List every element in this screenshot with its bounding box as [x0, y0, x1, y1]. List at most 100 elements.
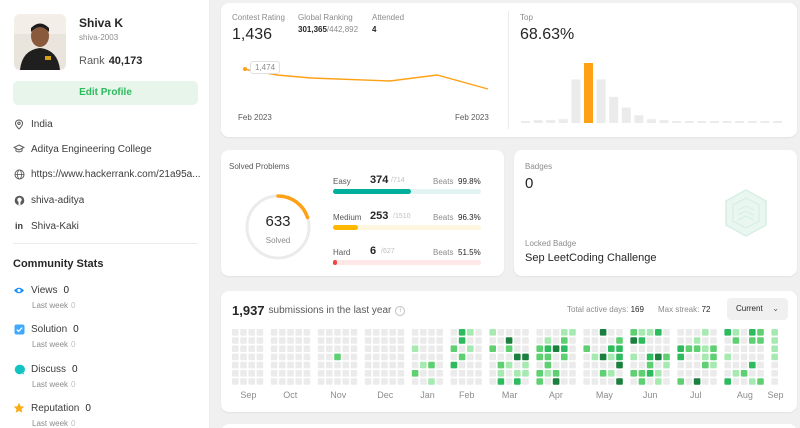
calendar-day	[279, 353, 286, 361]
info-icon[interactable]: i	[395, 305, 406, 316]
calendar-day	[342, 345, 349, 352]
calendar-day	[350, 345, 358, 352]
rating-histogram[interactable]	[521, 53, 787, 125]
calendar-day	[389, 329, 396, 336]
calendar-day	[514, 337, 521, 344]
info-website[interactable]: https://www.hackerrank.com/21a95a...	[13, 167, 203, 181]
avatar[interactable]	[14, 14, 66, 70]
stat-discuss-sub-label: Last week	[32, 380, 69, 389]
profile-name: Shiva K	[79, 16, 124, 30]
calendar-day	[279, 337, 286, 344]
calendar-day	[279, 361, 286, 369]
edit-profile-button[interactable]: Edit Profile	[13, 81, 198, 105]
calendar-day	[638, 353, 646, 361]
calendar-day	[757, 345, 764, 352]
calendar-day	[334, 345, 341, 352]
locked-badge-icon[interactable]	[722, 188, 770, 238]
calendar-day	[536, 353, 543, 361]
calendar-day	[630, 345, 637, 352]
calendar-day	[599, 361, 607, 369]
calendar-day	[663, 329, 670, 336]
calendar-day	[420, 329, 427, 336]
calendar-day	[350, 329, 358, 336]
calendar-day	[591, 345, 599, 352]
calendar-day	[702, 353, 709, 361]
solved-ring[interactable]	[243, 192, 313, 262]
calendar-day	[710, 370, 717, 377]
calendar-day	[256, 378, 264, 385]
calendar-day	[724, 329, 731, 336]
year-select[interactable]: Current ⌄	[727, 298, 788, 320]
calendar-day	[646, 370, 654, 377]
calendar-day	[757, 378, 764, 385]
calendar-day	[489, 345, 496, 352]
calendar-day	[475, 353, 482, 361]
calendar-day	[364, 378, 372, 385]
calendar-day	[591, 378, 599, 385]
calendar-day	[522, 370, 529, 377]
calendar-day	[677, 361, 684, 369]
calendar-day	[544, 345, 552, 352]
calendar-day	[702, 337, 709, 344]
calendar-day	[489, 370, 496, 377]
calendar-day	[364, 329, 372, 336]
info-github[interactable]: shiva-aditya	[13, 193, 203, 207]
active-days-label: Total active days:	[567, 305, 629, 314]
calendar-day	[608, 329, 615, 336]
calendar-day	[256, 329, 264, 336]
calendar-day	[232, 361, 239, 369]
calendar-day	[552, 329, 560, 336]
rating-line-chart[interactable]	[221, 3, 508, 113]
calendar-day	[287, 345, 294, 352]
calendar-day	[591, 370, 599, 377]
calendar-day	[450, 329, 458, 336]
stat-reputation-sub-value: 0	[71, 419, 76, 428]
calendar-day	[232, 345, 239, 352]
calendar-day	[732, 361, 740, 369]
calendar-day	[740, 378, 748, 385]
hard-progress-fill	[333, 260, 338, 265]
calendar-day	[569, 345, 576, 352]
calendar-day	[522, 329, 529, 336]
calendar-day	[522, 345, 529, 352]
calendar-day	[749, 361, 756, 369]
calendar-day	[450, 378, 458, 385]
calendar-day	[450, 361, 458, 369]
calendar-day	[334, 329, 341, 336]
stat-solution-sub-value: 0	[71, 340, 76, 349]
calendar-day	[303, 337, 311, 344]
calendar-day	[583, 378, 590, 385]
calendar-day	[287, 370, 294, 377]
histogram-bar	[773, 121, 782, 123]
calendar-day	[663, 361, 670, 369]
info-github-link[interactable]: shiva-aditya	[31, 194, 85, 206]
global-rank: 301,365	[298, 25, 327, 34]
calendar-day	[428, 370, 435, 377]
histogram-bar	[710, 121, 719, 123]
calendar-day	[232, 329, 239, 336]
calendar-day	[295, 337, 302, 344]
submission-calendar[interactable]	[232, 329, 787, 385]
calendar-day	[256, 337, 264, 344]
global-ranking-value: 301,365/442,892	[298, 25, 358, 34]
histogram-bar	[722, 121, 732, 123]
calendar-day	[514, 370, 521, 377]
calendar-day	[522, 353, 529, 361]
info-linkedin[interactable]: in Shiva-Kaki	[13, 219, 203, 233]
calendar-day	[693, 337, 701, 344]
calendar-day	[677, 370, 684, 377]
info-linkedin-link[interactable]: Shiva-Kaki	[31, 220, 79, 232]
calendar-day	[411, 345, 419, 352]
info-location: India	[13, 117, 203, 131]
profile-card: Shiva K shiva-2003 Rank 40,173 Edit Profi…	[0, 0, 209, 428]
calendar-day	[326, 353, 333, 361]
calendar-day	[342, 361, 349, 369]
calendar-day	[710, 337, 717, 344]
medium-progress-track	[333, 225, 481, 230]
calendar-day	[677, 329, 684, 336]
calendar-day	[536, 378, 543, 385]
calendar-day	[497, 378, 505, 385]
info-website-link[interactable]: https://www.hackerrank.com/21a95a...	[31, 168, 201, 180]
calendar-day	[616, 345, 623, 352]
calendar-day	[569, 378, 576, 385]
